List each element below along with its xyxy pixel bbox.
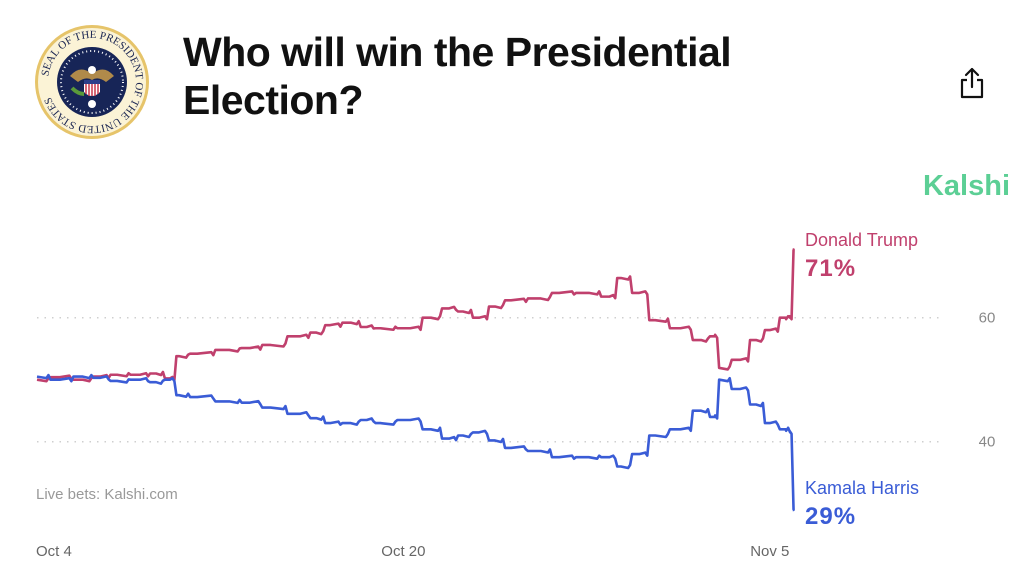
x-tick-label: Oct 4 xyxy=(36,543,72,560)
y-tick-label: 60 xyxy=(979,310,996,327)
series-value-label: 71% xyxy=(805,255,856,282)
series-name-label: Donald Trump xyxy=(805,230,918,250)
x-tick-label: Nov 5 xyxy=(750,543,789,560)
page-title: Who will win the Presidential Election? xyxy=(183,29,732,123)
series-line-trump xyxy=(36,248,795,383)
kalshi-brand-logo[interactable]: Kalshi xyxy=(922,170,1010,202)
y-tick-label: 40 xyxy=(979,434,996,451)
x-tick-label: Oct 20 xyxy=(381,543,425,560)
source-note[interactable]: Live bets: Kalshi.com xyxy=(36,486,178,503)
series-value-label: 29% xyxy=(805,503,856,530)
share-icon[interactable] xyxy=(957,66,987,100)
series-line-harris xyxy=(36,373,795,512)
series-name-label: Kamala Harris xyxy=(805,478,919,498)
presidential-seal-logo: SEAL OF THE PRESIDENT OF THE UNITED STAT… xyxy=(35,25,149,139)
